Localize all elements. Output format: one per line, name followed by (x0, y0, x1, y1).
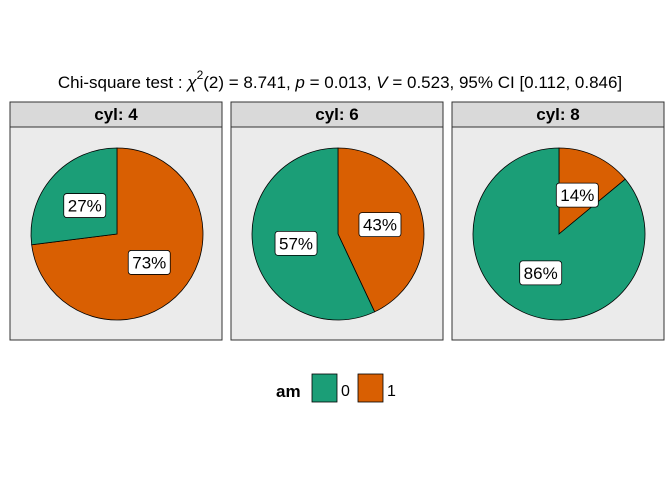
strip-label: cyl: 6 (315, 105, 358, 124)
slice-label-text: 73% (132, 253, 166, 272)
slice-label: 14% (555, 182, 599, 208)
title-df: (2) (203, 73, 224, 92)
pie-slice-am-0 (472, 147, 646, 321)
chart-title: Chi-square test : χ2(2) = 8.741, p = 0.0… (58, 68, 622, 92)
legend: am 0 1 (276, 373, 396, 403)
legend-key (357, 373, 384, 403)
legend-entry-am-0: 0 (311, 373, 350, 403)
title-chi-superscript: 2 (197, 68, 204, 82)
title-p-symbol: p (294, 73, 304, 92)
strip-label: cyl: 8 (536, 105, 579, 124)
slice-label: 73% (127, 250, 171, 275)
legend-label: 0 (341, 383, 350, 400)
slice-label-text: 14% (560, 186, 594, 205)
slice-label-box (358, 212, 402, 238)
legend-entry-am-1: 1 (357, 373, 396, 403)
facet-3: cyl: 8 14% 86% (451, 101, 665, 341)
title-v-symbol: V (376, 73, 389, 92)
slice-label-text: 57% (279, 234, 313, 253)
slice-label: 86% (519, 260, 563, 286)
title-p-value: = 0.013, (305, 73, 376, 92)
strip-label: cyl: 4 (94, 105, 138, 124)
facet-2: cyl: 6 43% 57% (230, 101, 444, 341)
facet-1: cyl: 4 73% 27% (9, 101, 223, 341)
legend-title: am (276, 382, 301, 401)
title-prefix: Chi-square test : (58, 73, 187, 92)
title-v-value: = 0.523, 95% CI [0.112, 0.846] (388, 73, 623, 92)
facet-panels: cyl: 4 73% 27% cyl: 6 43% 57% cyl: 8 14% 86% (9, 101, 665, 341)
slice-label: 43% (358, 212, 402, 238)
slice-label-box (274, 230, 318, 256)
slice-label-box (63, 193, 107, 218)
slice-label-text: 43% (363, 216, 397, 235)
title-chi-symbol: χ (185, 73, 197, 92)
legend-label: 1 (387, 383, 396, 400)
strip-background (230, 101, 444, 128)
slice-label: 27% (63, 193, 107, 218)
slice-label-box (127, 250, 171, 275)
strip-background (9, 101, 223, 128)
legend-key (311, 373, 338, 403)
slice-label-text: 86% (524, 264, 558, 283)
slice-label-box (555, 182, 599, 208)
slice-label-box (519, 260, 563, 286)
title-statistic: = 8.741, (224, 73, 295, 92)
slice-label-text: 27% (68, 197, 102, 216)
slice-label: 57% (274, 230, 318, 256)
